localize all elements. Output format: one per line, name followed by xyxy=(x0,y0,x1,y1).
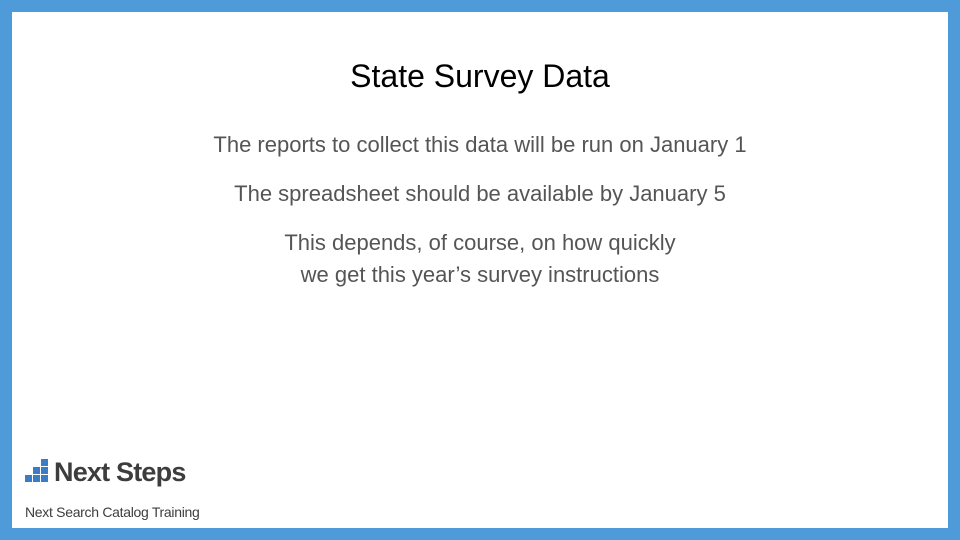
paragraph-line: The reports to collect this data will be… xyxy=(213,132,747,157)
slide: State Survey Data The reports to collect… xyxy=(12,12,948,528)
paragraph-line: This depends, of course, on how quickly xyxy=(284,230,676,255)
logo-tagline: Next Search Catalog Training xyxy=(25,504,200,520)
steps-logo-icon xyxy=(25,459,49,484)
paragraph-spreadsheet-available: The spreadsheet should be available by J… xyxy=(12,178,948,210)
paragraph-depends: This depends, of course, on how quickly … xyxy=(12,227,948,291)
logo-name: Next Steps xyxy=(54,457,186,487)
paragraph-reports-run: The reports to collect this data will be… xyxy=(12,129,948,161)
paragraph-line: The spreadsheet should be available by J… xyxy=(234,181,726,206)
slide-title: State Survey Data xyxy=(350,58,610,94)
next-steps-logo: Next Steps Next Search Catalog Training xyxy=(25,457,225,520)
slide-body: The reports to collect this data will be… xyxy=(12,129,948,308)
paragraph-line: we get this year’s survey instructions xyxy=(300,262,660,287)
